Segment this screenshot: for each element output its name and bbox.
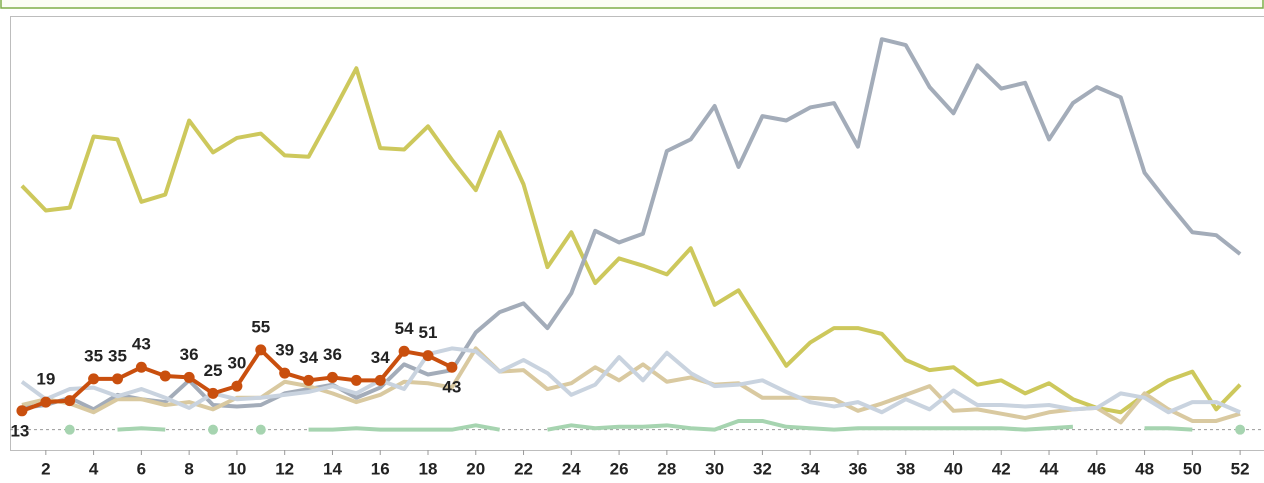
line bbox=[20, 346, 1241, 415]
line bbox=[21, 346, 1241, 425]
x-tick-label: 42 bbox=[992, 459, 1011, 478]
x-tick-label: 30 bbox=[705, 459, 724, 478]
data-label: 19 bbox=[36, 370, 55, 389]
point bbox=[1235, 424, 1246, 435]
data-label: 51 bbox=[419, 323, 438, 342]
marker bbox=[159, 370, 171, 382]
marker bbox=[88, 373, 100, 385]
line bbox=[117, 426, 166, 432]
x-tick-label: 14 bbox=[323, 459, 342, 478]
point bbox=[255, 424, 266, 435]
plot-area bbox=[10, 16, 1264, 451]
marker bbox=[279, 367, 291, 379]
x-tick-label: 36 bbox=[848, 459, 867, 478]
x-tick-label: 48 bbox=[1135, 459, 1154, 478]
x-tick-label: 32 bbox=[753, 459, 772, 478]
x-tick-label: 12 bbox=[275, 459, 294, 478]
marker bbox=[446, 361, 458, 373]
data-label: 34 bbox=[299, 348, 318, 367]
marker bbox=[40, 396, 52, 408]
x-tick-label: 44 bbox=[1040, 459, 1059, 478]
marker bbox=[303, 374, 315, 386]
point bbox=[64, 424, 75, 435]
x-tick-label: 20 bbox=[466, 459, 485, 478]
x-tick-label: 50 bbox=[1183, 459, 1202, 478]
line bbox=[308, 423, 501, 432]
point bbox=[208, 424, 219, 435]
x-tick-label: 8 bbox=[184, 459, 193, 478]
marker bbox=[207, 387, 219, 399]
marker bbox=[231, 380, 243, 392]
x-tick-label: 6 bbox=[137, 459, 146, 478]
marker bbox=[16, 405, 28, 417]
x-tick-label: 38 bbox=[896, 459, 915, 478]
data-label: 39 bbox=[275, 341, 294, 360]
line bbox=[1144, 426, 1193, 432]
data-label: 35 bbox=[108, 346, 127, 365]
x-tick-label: 52 bbox=[1231, 459, 1250, 478]
data-label: 43 bbox=[442, 378, 461, 397]
marker bbox=[374, 374, 386, 386]
marker bbox=[135, 361, 147, 373]
marker bbox=[111, 373, 123, 385]
x-tick-label: 28 bbox=[657, 459, 676, 478]
marker bbox=[255, 344, 267, 356]
x-tick-label: 16 bbox=[371, 459, 390, 478]
x-tick-label: 10 bbox=[227, 459, 246, 478]
x-tick-label: 22 bbox=[514, 459, 533, 478]
data-label: 13 bbox=[10, 421, 29, 440]
data-label: 35 bbox=[84, 346, 103, 365]
line bbox=[547, 418, 1074, 432]
data-label: 43 bbox=[132, 335, 151, 354]
x-tick-label: 18 bbox=[419, 459, 438, 478]
x-tick-label: 4 bbox=[89, 459, 99, 478]
x-tick-label: 24 bbox=[562, 459, 581, 478]
x-tick-label: 26 bbox=[610, 459, 629, 478]
x-tick-label: 34 bbox=[801, 459, 820, 478]
data-label: 30 bbox=[227, 354, 246, 373]
marker bbox=[398, 345, 410, 357]
data-label: 36 bbox=[180, 345, 199, 364]
marker bbox=[350, 374, 362, 386]
data-label: 55 bbox=[251, 317, 270, 336]
data-label: 25 bbox=[204, 361, 223, 380]
data-label: 54 bbox=[395, 319, 414, 338]
marker bbox=[422, 350, 434, 362]
marker bbox=[326, 371, 338, 383]
data-label: 36 bbox=[323, 345, 342, 364]
line bbox=[20, 66, 1242, 415]
data-label: 34 bbox=[371, 348, 390, 367]
marker bbox=[183, 371, 195, 383]
x-tick-label: 46 bbox=[1087, 459, 1106, 478]
x-tick-label: 2 bbox=[41, 459, 50, 478]
top-bar bbox=[0, 0, 1264, 9]
x-tick-label: 40 bbox=[944, 459, 963, 478]
marker bbox=[64, 395, 76, 407]
